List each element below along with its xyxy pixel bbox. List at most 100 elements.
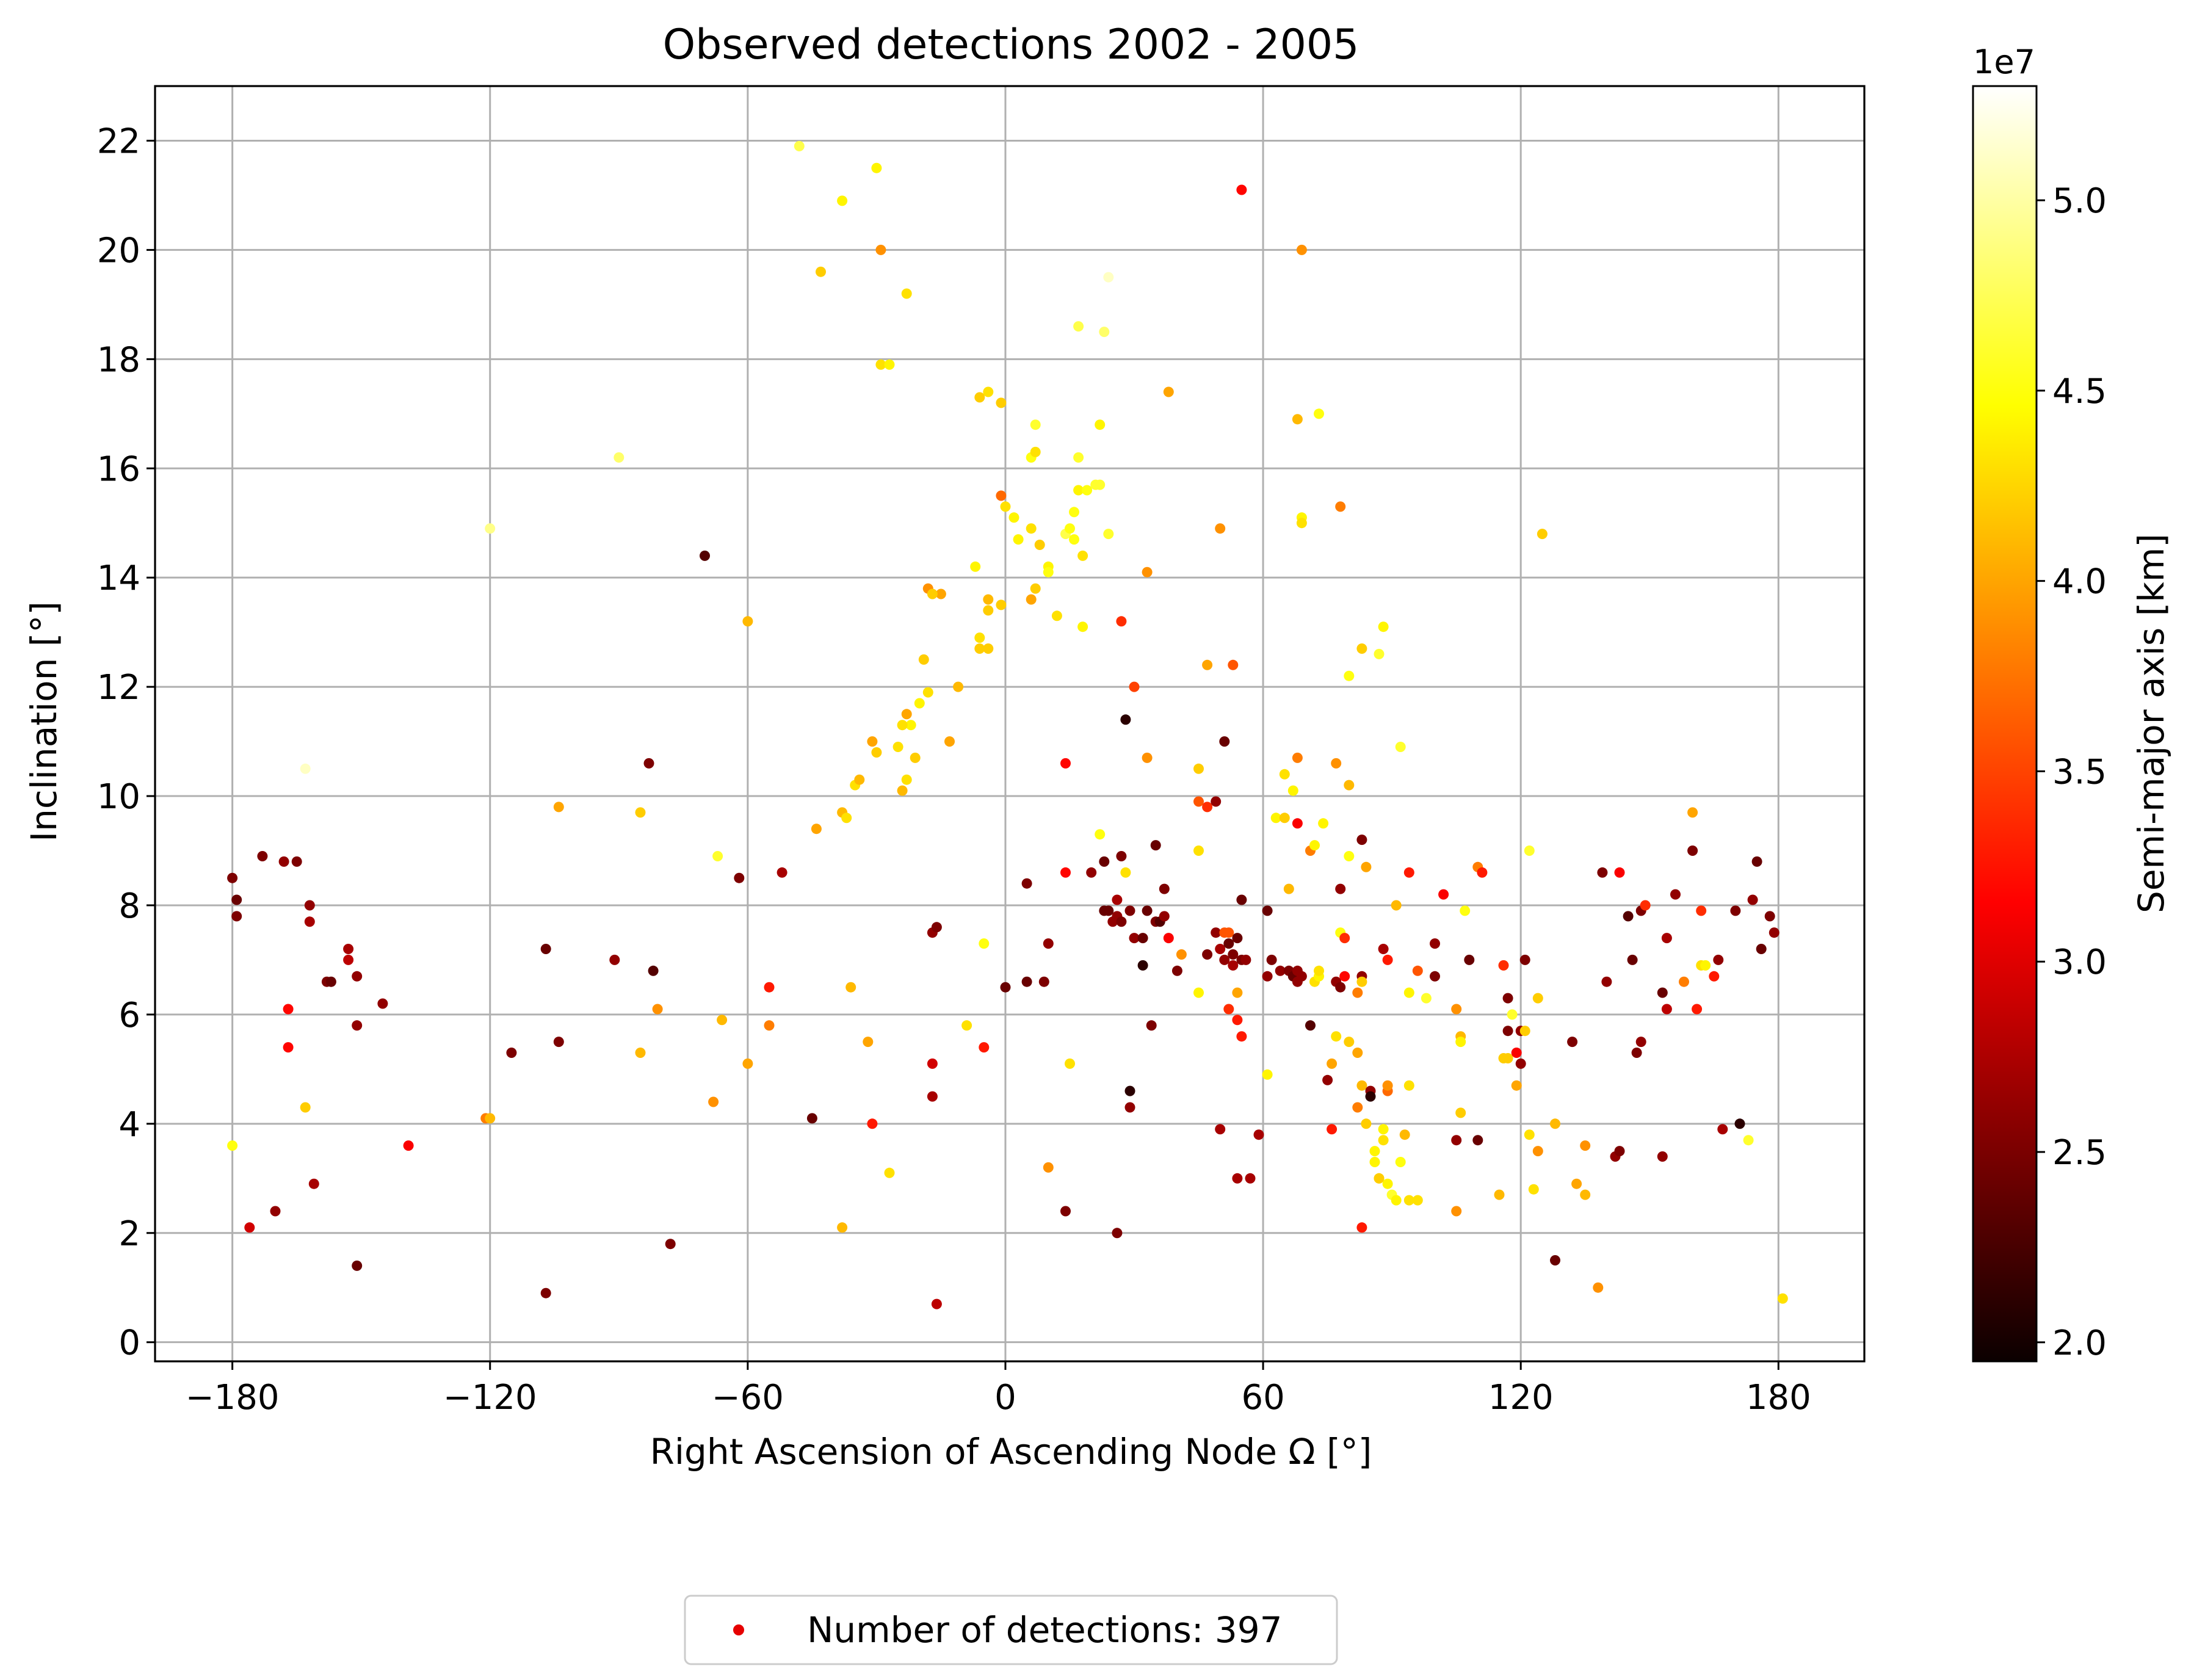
scatter-point (1043, 1162, 1054, 1173)
scatter-point (953, 681, 964, 692)
scatter-point (1361, 1118, 1372, 1129)
scatter-point (884, 1167, 895, 1178)
scatter-point (1086, 867, 1097, 878)
scatter-point (1687, 845, 1698, 856)
scatter-point (1275, 965, 1286, 976)
scatter-point (1077, 621, 1088, 632)
scatter-point (897, 720, 908, 731)
scatter-point (1266, 954, 1277, 965)
x-tick-label: −120 (443, 1378, 537, 1418)
scatter-point (1065, 523, 1075, 534)
scatter-point (352, 1260, 363, 1271)
scatter-point (1262, 905, 1273, 916)
scatter-point (1314, 965, 1324, 976)
scatter-point (996, 490, 1007, 501)
scatter-point (1000, 501, 1011, 512)
scatter-point (1498, 960, 1509, 971)
scatter-point (1193, 796, 1204, 807)
scatter-point (1223, 1004, 1234, 1015)
scatter-point (485, 1113, 496, 1124)
scatter-point (1356, 976, 1367, 987)
scatter-point (1095, 829, 1106, 840)
scatter-point (1137, 933, 1148, 944)
scatter-point (1455, 1107, 1466, 1118)
scatter-point (304, 900, 315, 911)
scatter-point (1292, 818, 1303, 829)
scatter-point (1137, 960, 1148, 971)
legend: Number of detections: 397 (684, 1595, 1338, 1665)
scatter-point (901, 774, 912, 785)
scatter-point (1327, 1124, 1338, 1135)
scatter-point (1095, 479, 1106, 490)
scatter-point (1292, 752, 1303, 763)
scatter-point (1262, 1069, 1273, 1080)
scatter-point (1657, 1151, 1668, 1162)
scatter-point (1550, 1118, 1560, 1129)
scatter-point (1112, 1228, 1123, 1239)
colorbar (1972, 85, 2038, 1363)
scatter-point (1382, 1080, 1393, 1091)
scatter-point (931, 1298, 942, 1309)
scatter-point (944, 736, 955, 747)
scatter-point (1159, 911, 1170, 922)
scatter-point (1043, 938, 1054, 949)
scatter-point (867, 1118, 878, 1129)
scatter-point (1159, 883, 1170, 894)
y-tick-label: 8 (118, 886, 140, 926)
scatter-point (1021, 878, 1032, 889)
scatter-point (1679, 976, 1689, 987)
scatter-point (777, 867, 787, 878)
scatter-point (1391, 1195, 1402, 1206)
scatter-point (1369, 1157, 1380, 1167)
grid-lines (155, 86, 1864, 1361)
scatter-point (901, 288, 912, 299)
y-tick-label: 16 (97, 449, 140, 489)
scatter-point (1232, 1015, 1243, 1026)
scatter-point (1228, 659, 1239, 670)
scatter-point (1515, 1058, 1526, 1069)
scatter-point (1292, 976, 1303, 987)
scatter-point (1369, 1146, 1380, 1157)
scatter-point (1507, 1009, 1518, 1020)
scatter-point (1709, 971, 1720, 982)
scatter-point (1129, 681, 1140, 692)
scatter-point (854, 774, 865, 785)
scatter-point (1532, 1146, 1543, 1157)
scatter-point (1142, 752, 1153, 763)
scatter-point (901, 709, 912, 720)
scatter-point (231, 911, 242, 922)
scatter-point (1150, 840, 1161, 851)
scatter-point (875, 244, 886, 255)
y-tick-label: 4 (118, 1105, 140, 1145)
scatter-point (742, 1058, 753, 1069)
scatter-point (1472, 1135, 1483, 1146)
scatter-point (1395, 742, 1406, 752)
scatter-point (1356, 1080, 1367, 1091)
scatter-point (918, 654, 929, 665)
scatter-point (1460, 905, 1471, 916)
scatter-point (1399, 1129, 1410, 1140)
scatter-point (1524, 1129, 1535, 1140)
scatter-point (1051, 610, 1062, 621)
scatter-point (1099, 856, 1110, 867)
scatter-point (1451, 1004, 1462, 1015)
scatter-point (1236, 894, 1247, 905)
scatter-point (1532, 993, 1543, 1004)
scatter-point (974, 392, 985, 403)
scatter-point (931, 922, 942, 933)
scatter-point (1193, 987, 1204, 998)
scatter-point (1382, 954, 1393, 965)
scatter-point (1700, 960, 1711, 971)
scatter-point (1374, 648, 1385, 659)
scatter-point (970, 561, 981, 572)
scatter-point (1597, 867, 1608, 878)
scatter-point (1038, 976, 1049, 987)
scatter-point (1215, 944, 1226, 954)
scatter-point (1215, 523, 1226, 534)
scatter-point (892, 742, 903, 752)
scatter-point (1073, 321, 1084, 332)
scatter-point (1331, 758, 1342, 769)
x-tick-label: −60 (712, 1378, 784, 1418)
scatter-point (1378, 944, 1389, 954)
scatter-point (1116, 916, 1127, 927)
